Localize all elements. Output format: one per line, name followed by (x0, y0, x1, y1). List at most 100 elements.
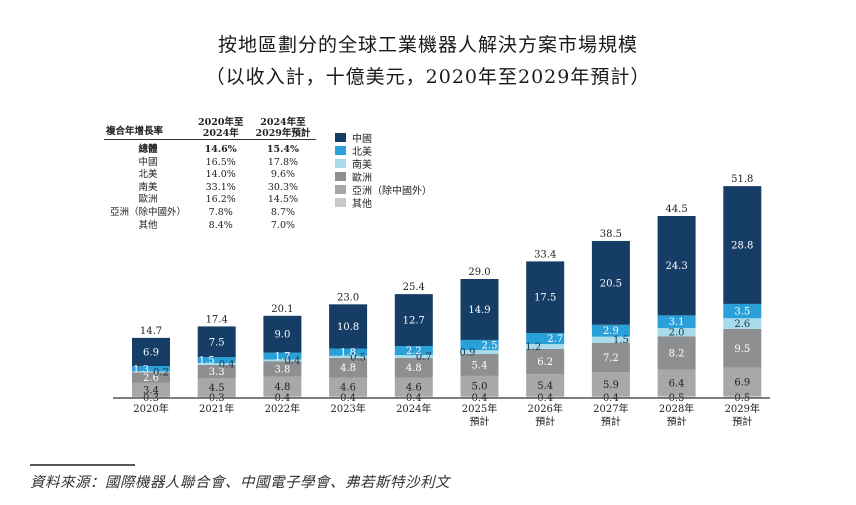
bar-segment (329, 355, 368, 358)
bar-group (394, 294, 433, 398)
segment-label: 6.9 (734, 377, 750, 388)
bar-segment (591, 396, 630, 398)
total-label: 14.7 (140, 326, 162, 337)
cagr-2024-2029-value: 7.0% (270, 219, 296, 231)
bar-group (657, 215, 696, 398)
bar-segment (263, 396, 302, 398)
bar-segment (460, 396, 499, 398)
bar-segment (591, 342, 630, 373)
bar-segment (591, 240, 630, 325)
cagr-header-2020-2024: 2020年至 2024年 (192, 117, 249, 140)
x-tick-label: 預計 (667, 415, 687, 428)
segment-label: 7.5 (209, 337, 225, 348)
x-tick-label: 2029年 (725, 402, 760, 415)
total-label: 44.5 (665, 204, 687, 215)
cagr-table: 複合年增長率 2020年至 2024年 2024年至 2029年預計 總體 14.… (104, 117, 317, 233)
bar-segment (394, 396, 433, 398)
x-tick-label: 預計 (470, 415, 490, 428)
x-tick-label: 2025年 (462, 402, 497, 415)
bar-segment (197, 378, 236, 397)
bar-segment (460, 353, 499, 376)
chart-subtitle: （以收入計，十億美元，2020年至2029年預計） (205, 66, 651, 88)
legend-label: 南美 (352, 160, 372, 171)
segment-label: 2.9 (603, 326, 619, 337)
legend-swatch (335, 146, 346, 155)
total-label: 51.8 (731, 174, 753, 185)
cagr-header-line: 2020年至 (198, 117, 244, 128)
bar-segment (263, 376, 302, 397)
segment-label: 6.2 (537, 357, 553, 368)
total-label: 33.4 (534, 249, 556, 260)
bar-segment (394, 294, 433, 347)
cagr-header-2024-2029: 2024年至 2029年預計 (249, 117, 316, 140)
cagr-table-header: 複合年增長率 2020年至 2024年 2024年至 2029年預計 (104, 117, 317, 140)
legend-item: 歐洲 (335, 170, 432, 184)
bar-segment (723, 318, 762, 329)
cagr-2020-2024-value: 14.0% (205, 169, 236, 181)
cagr-region: 其他 (138, 219, 158, 231)
bar-group (723, 186, 762, 398)
segment-label: 2.2 (406, 346, 422, 357)
cagr-table-row: 中國 16.5% 17.8% (104, 157, 316, 170)
segment-label: 4.8 (406, 363, 422, 374)
cagr-table-row: 亞洲（除中國外） 7.8% 8.7% (104, 207, 316, 220)
segment-label: 12.7 (403, 316, 425, 327)
legend-label: 亞洲（除中國外） (352, 186, 432, 197)
segment-label: 5.9 (603, 380, 619, 391)
cagr-header-line: 2029年預計 (255, 128, 311, 139)
segment-label: 6.4 (669, 378, 685, 389)
bar-group (526, 261, 565, 398)
x-tick-label: 2020年 (133, 402, 168, 415)
total-label: 17.4 (206, 314, 228, 325)
cagr-2024-2029-value: 17.8% (267, 156, 299, 168)
legend-item: 其他 (335, 196, 432, 210)
cagr-2024-2029-value: 9.6% (270, 169, 296, 181)
segment-label: 1.3 (133, 364, 149, 375)
segment-label: 4.6 (406, 382, 422, 393)
legend-label: 北美 (352, 147, 372, 158)
x-tick-label: 預計 (601, 415, 621, 428)
legend-swatch (335, 159, 346, 168)
segment-label: 5.4 (537, 381, 553, 392)
x-tick-label: 2022年 (265, 402, 300, 415)
total-label: 23.0 (337, 292, 359, 303)
legend-label: 其他 (352, 199, 372, 210)
cagr-region: 南美 (138, 181, 158, 193)
segment-label: 4.6 (340, 382, 356, 393)
x-tick-label: 預計 (732, 415, 752, 428)
bar-segment (657, 215, 696, 316)
segment-label: 4.8 (340, 363, 356, 374)
legend-item: 南美 (335, 157, 432, 171)
bar-segment (329, 357, 368, 378)
segment-label: 0.9 (460, 347, 476, 358)
cagr-2024-2029-value: 8.7% (270, 206, 296, 218)
chart-title: 按地區劃分的全球工業機器人解決方案市場規模 (217, 34, 638, 56)
cagr-header-label-text: 複合年增長率 (106, 126, 164, 137)
bar-segment (460, 375, 499, 397)
x-tick-label: 2027年 (593, 402, 628, 415)
segment-label: 5.0 (472, 382, 488, 393)
segment-label: 4.5 (209, 383, 225, 394)
segment-label: 1.7 (274, 352, 290, 363)
x-tick-label: 2023年 (330, 402, 365, 415)
segment-label: 4.8 (274, 382, 290, 393)
bar-segment (591, 372, 630, 397)
bar-segment (197, 364, 236, 379)
bar-segment (132, 366, 170, 372)
bar-segment (197, 357, 236, 364)
total-label: 20.1 (271, 304, 293, 315)
legend-swatch (335, 133, 346, 142)
cagr-table-row: 歐洲 16.2% 14.5% (104, 194, 316, 207)
segment-label: 2.5 (482, 341, 498, 352)
cagr-region: 亞洲（除中國外） (110, 206, 187, 218)
legend-label: 中國 (352, 134, 372, 145)
bar-segment (657, 395, 696, 398)
cagr-table-row: 其他 8.4% 7.0% (104, 220, 316, 233)
segment-label: 0.4 (284, 356, 300, 367)
cagr-2020-2024-value: 7.8% (208, 206, 233, 218)
x-tick-label: 2021年 (199, 402, 234, 415)
segment-label: 2.6 (734, 319, 750, 330)
segment-label: 2.7 (547, 334, 563, 345)
bar-segment (526, 374, 565, 397)
segment-label: 9.5 (734, 344, 750, 355)
